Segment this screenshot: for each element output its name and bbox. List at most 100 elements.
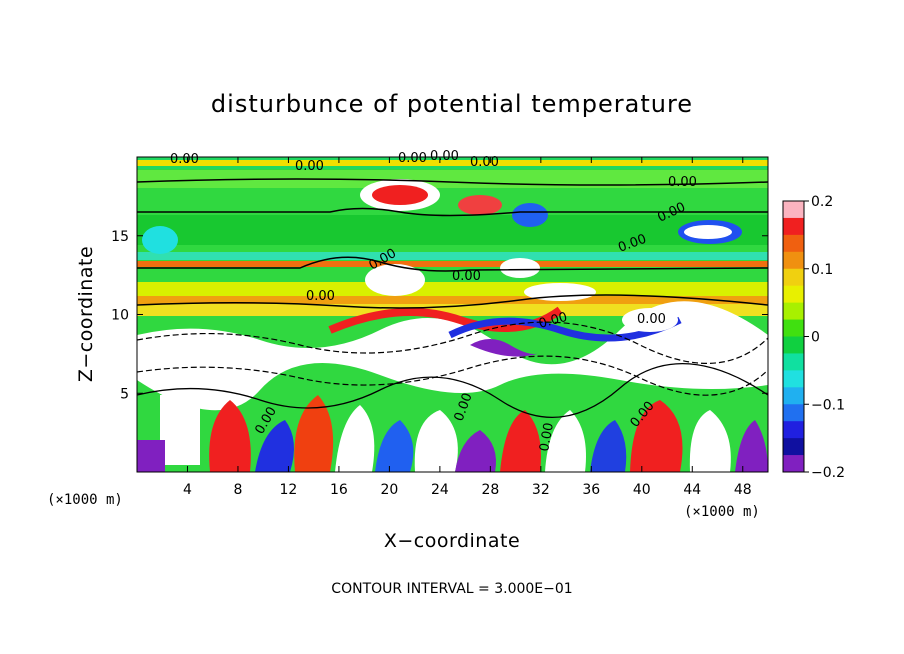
plot-area (137, 157, 768, 472)
contour-label: 0.00 (306, 289, 335, 304)
lower-purple-left (137, 440, 165, 472)
x-tick-label: 20 (380, 482, 398, 498)
contour-line-mid (137, 294, 768, 309)
upper-cyan-left (142, 226, 178, 254)
band-orange (137, 261, 768, 267)
lower-white-plume-4 (545, 410, 586, 472)
contour-label: 0.00 (537, 310, 569, 332)
upper-white-right (684, 225, 732, 239)
x-tick-label: 4 (183, 482, 192, 498)
contour-line-dashed-1 (137, 321, 768, 364)
x-tick-label: 36 (582, 482, 600, 498)
x-unit-right: (×1000 m) (684, 504, 760, 520)
lower-white-plume-5 (689, 410, 731, 472)
contour-line-15 (137, 256, 768, 272)
colorbar-segment (783, 455, 804, 473)
colorbar-tick-label: −0.1 (811, 397, 845, 413)
x-axis-label: X−coordinate (384, 530, 520, 552)
contour-labels: 0.00 0.000.00 0.00 0.000.000.000.000.000.00… (170, 149, 697, 453)
lower-blue-plume-2 (375, 420, 414, 472)
lower-red-plume-1 (209, 400, 251, 472)
mid-white-region (137, 301, 768, 411)
colorbar-segment (783, 319, 804, 337)
y-tick-label: 15 (111, 229, 129, 245)
band-yellow-mid (137, 282, 768, 296)
colorbar (783, 201, 804, 473)
lower-red-plume-2 (294, 395, 334, 472)
lower-blue-plume-4 (590, 420, 627, 472)
contour-line-upper (137, 207, 768, 217)
contour-label: 0.00 (295, 159, 324, 174)
lower-purple-plume (455, 430, 496, 472)
lower-red-plume-3 (500, 410, 541, 472)
band-cyan (137, 252, 768, 260)
colorbar-ticks: 0.2 0.1 0 −0.1 −0.2 (804, 194, 845, 481)
mid-white-1 (365, 264, 425, 296)
contour-label: 0.00 (668, 175, 697, 190)
mid-white-2 (500, 258, 540, 278)
lower-blue-plume-1 (255, 420, 294, 472)
y-tick-label: 5 (120, 386, 129, 402)
x-axis-ticks: 4 8 12 16 20 24 28 32 36 40 44 48 (183, 157, 752, 498)
x-tick-label: 12 (280, 482, 298, 498)
colorbar-segment (783, 201, 804, 219)
lower-red-plume-4 (630, 400, 683, 472)
colorbar-segment (783, 370, 804, 388)
x-tick-label: 28 (481, 482, 499, 498)
mid-white-3 (524, 283, 596, 301)
x-tick-label: 48 (734, 482, 752, 498)
lower-white-plume-2 (335, 405, 375, 472)
band-yellow-top (137, 160, 768, 166)
lower-white-left (160, 395, 200, 465)
contour-label: 0.00 (398, 151, 427, 166)
y-axis-ticks: 5 10 15 (111, 229, 768, 402)
band-green-mid (137, 215, 768, 245)
colorbar-segment (783, 285, 804, 304)
x-tick-label: 24 (431, 482, 449, 498)
contour-line-low (137, 363, 768, 419)
lower-purple-plume-right (735, 420, 768, 472)
upper-red-blob (372, 185, 428, 205)
x-tick-label: 40 (633, 482, 651, 498)
contour-line-dashed-2 (137, 355, 768, 396)
colorbar-segment (783, 404, 804, 422)
colorbar-segment (783, 217, 804, 236)
y-axis-label: Z−coordinate (75, 246, 97, 382)
colorbar-tick-label: −0.2 (811, 465, 845, 481)
colorbar-segment (783, 387, 804, 405)
lower-white-plume-3 (414, 410, 458, 472)
contour-label: 0.00 (470, 155, 499, 170)
x-unit-left: (×1000 m) (47, 492, 123, 508)
mid-white-4 (622, 308, 678, 332)
band-green-light (137, 170, 768, 188)
upper-blue-blob (512, 203, 548, 227)
y-tick-label: 10 (111, 308, 129, 324)
contour-label: 0.00 (452, 269, 481, 284)
band-yellow-low (137, 304, 768, 316)
contour-line-top (137, 178, 768, 186)
colorbar-tick-label: 0.1 (811, 262, 833, 278)
colorbar-segment (783, 438, 804, 456)
mid-purple-blob (470, 339, 540, 357)
contour-label: 0.00 (430, 149, 459, 164)
colorbar-segment (783, 251, 804, 270)
colorbar-segment (783, 421, 804, 439)
colorbar-segment (783, 302, 804, 321)
x-tick-label: 32 (532, 482, 550, 498)
x-tick-label: 8 (233, 482, 242, 498)
contour-label: 0.00 (637, 312, 666, 327)
mid-blue-streak (448, 316, 682, 342)
colorbar-tick-label: 0 (811, 330, 820, 346)
contour-interval-note: CONTOUR INTERVAL = 3.000E−01 (331, 581, 572, 597)
upper-pink-blob (458, 195, 502, 215)
contour-label: 0.00 (170, 152, 199, 167)
colorbar-tick-label: 0.2 (811, 194, 833, 210)
colorbar-segment (783, 234, 804, 253)
contour-label: 0.00 (537, 422, 557, 453)
x-tick-label: 16 (330, 482, 348, 498)
x-tick-label: 44 (683, 482, 701, 498)
colorbar-segment (783, 268, 804, 287)
band-orange-low (137, 296, 768, 304)
colorbar-segment (783, 336, 804, 354)
